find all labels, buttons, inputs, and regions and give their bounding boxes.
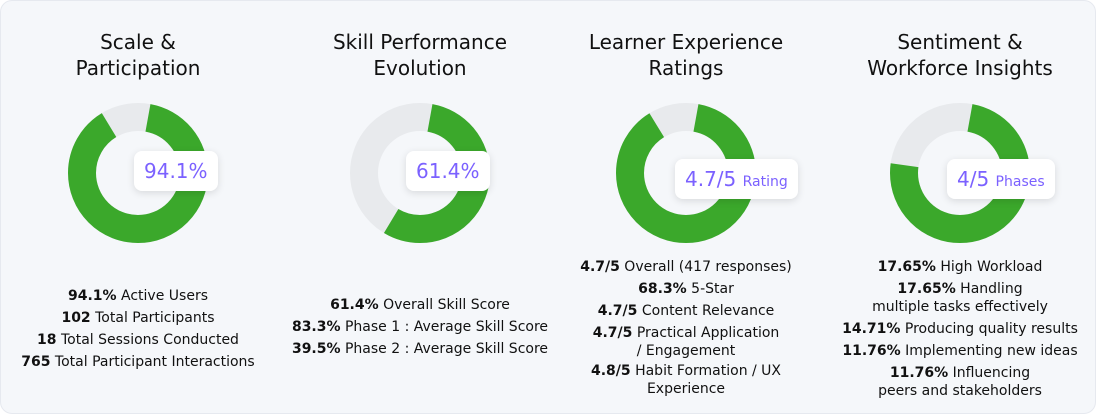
panel-title: Skill Performance Evolution: [283, 29, 557, 81]
stat-label: Overall Skill Score: [378, 297, 510, 313]
panel-title-line: Ratings: [648, 56, 724, 80]
stat-value: 11.76%: [842, 343, 901, 359]
stat-item: 68.3% 5-Star: [549, 278, 823, 300]
stat-label: High Workload: [935, 259, 1043, 275]
badge-value: 4/5: [957, 167, 990, 191]
stats-list: 61.4% Overall Skill Score 83.3% Phase 1 …: [283, 294, 557, 360]
stat-item: 39.5% Phase 2 : Average Skill Score: [283, 338, 557, 360]
panel-sentiment-workforce: Sentiment & Workforce Insights 4/5 Phase…: [823, 1, 1096, 413]
stat-label: Active Users: [116, 288, 208, 304]
donut-chart: [68, 103, 208, 243]
stat-item: 11.76% Influencing peers and stakeholder…: [823, 364, 1096, 400]
panel-title: Scale & Participation: [1, 29, 275, 81]
stat-value: 39.5%: [291, 341, 341, 357]
stat-label: 5-Star: [686, 281, 734, 297]
stat-label: Content Relevance: [637, 303, 775, 319]
panel-title-line: Evolution: [373, 56, 467, 80]
panel-title-line: Workforce Insights: [867, 56, 1053, 80]
stat-value: 17.65%: [877, 259, 936, 275]
panel-title-line: Learner Experience: [588, 30, 784, 54]
stat-item: 11.76% Implementing new ideas: [823, 340, 1096, 362]
stat-item: 4.7/5 Practical Application / Engagement: [549, 324, 823, 360]
donut-chart: [350, 103, 490, 243]
panel-title-line: Scale &: [100, 30, 176, 54]
value-badge: 61.4%: [406, 151, 490, 191]
panel-title-line: Skill Performance: [332, 30, 508, 54]
stat-value: 4.7/5: [592, 325, 633, 341]
badge-value: 61.4%: [416, 159, 480, 183]
badge-value: 4.7/5: [685, 167, 737, 191]
badge-unit: Rating: [742, 174, 788, 190]
stat-label: Overall (417 responses): [619, 259, 792, 275]
stat-item: 765 Total Participant Interactions: [1, 351, 275, 373]
stat-label: Practical Application / Engagement: [632, 325, 780, 359]
stat-label: Producing quality results: [900, 321, 1078, 337]
panel-skill-performance: Skill Performance Evolution 61.4% 61.4% …: [283, 1, 557, 413]
stat-label: Implementing new ideas: [900, 343, 1078, 359]
panel-title-line: Sentiment &: [897, 30, 1023, 54]
stat-item: 17.65% High Workload: [823, 256, 1096, 278]
stat-item: 14.71% Producing quality results: [823, 318, 1096, 340]
panel-scale-participation: Scale & Participation 94.1% 94.1% Active…: [1, 1, 275, 413]
badge-value: 94.1%: [144, 159, 208, 183]
stat-value: 17.65%: [897, 281, 956, 297]
stats-list: 4.7/5 Overall (417 responses) 68.3% 5-St…: [549, 256, 823, 400]
panel-title: Learner Experience Ratings: [549, 29, 823, 81]
stat-value: 765: [21, 354, 51, 370]
stat-label: Phase 2 : Average Skill Score: [340, 341, 549, 357]
stat-value: 11.76%: [889, 365, 949, 381]
panel-learner-experience: Learner Experience Ratings 4.7/5 Rating …: [549, 1, 823, 413]
stat-label: Total Participants: [90, 310, 215, 326]
stats-list: 94.1% Active Users 102 Total Participant…: [1, 285, 275, 373]
stat-label: Total Participant Interactions: [50, 354, 255, 370]
stat-value: 4.7/5: [597, 303, 638, 319]
panel-title-line: Participation: [75, 56, 201, 80]
stat-item: 4.7/5 Content Relevance: [549, 300, 823, 322]
stat-value: 18: [37, 332, 57, 348]
badge-unit: Phases: [995, 174, 1045, 190]
stat-value: 94.1%: [68, 288, 117, 304]
stat-item: 4.7/5 Overall (417 responses): [549, 256, 823, 278]
stat-item: 83.3% Phase 1 : Average Skill Score: [283, 316, 557, 338]
stat-item: 18 Total Sessions Conducted: [1, 329, 275, 351]
stat-value: 4.7/5: [580, 259, 620, 275]
stat-label: Influencing peers and stakeholders: [878, 365, 1042, 399]
value-badge: 4/5 Phases: [947, 159, 1055, 199]
value-badge: 4.7/5 Rating: [675, 159, 798, 199]
value-badge: 94.1%: [134, 151, 218, 191]
stat-value: 83.3%: [291, 319, 341, 335]
stat-value: 68.3%: [638, 281, 687, 297]
stat-item: 102 Total Participants: [1, 307, 275, 329]
stat-item: 61.4% Overall Skill Score: [283, 294, 557, 316]
stat-label: Habit Formation / UX Experience: [630, 363, 782, 397]
stat-item: 4.8/5 Habit Formation / UX Experience: [549, 362, 823, 398]
stat-label: Handling multiple tasks effectively: [872, 281, 1048, 315]
stat-item: 17.65% Handling multiple tasks effective…: [823, 280, 1096, 316]
stats-list: 17.65% High Workload 17.65% Handling mul…: [823, 256, 1096, 402]
panel-title: Sentiment & Workforce Insights: [823, 29, 1096, 81]
donut-chart: [890, 103, 1030, 243]
stat-value: 14.71%: [842, 321, 901, 337]
stat-label: Total Sessions Conducted: [56, 332, 239, 348]
stat-value: 61.4%: [330, 297, 379, 313]
donut-chart: [616, 103, 756, 243]
stat-value: 4.8/5: [590, 363, 631, 379]
stat-value: 102: [61, 310, 91, 326]
stat-label: Phase 1 : Average Skill Score: [340, 319, 549, 335]
stat-item: 94.1% Active Users: [1, 285, 275, 307]
